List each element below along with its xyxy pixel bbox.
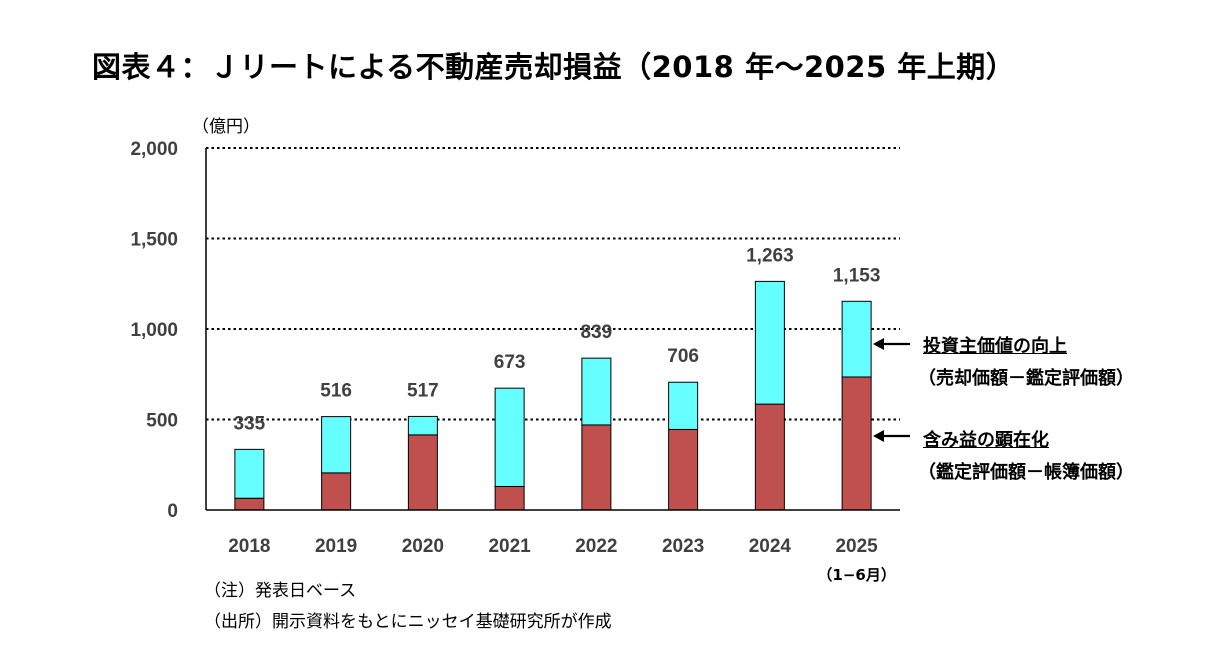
bar-segment	[841, 300, 872, 378]
y-tick-label: 1,500	[130, 230, 178, 251]
bar-segment	[321, 416, 352, 474]
bar-total-label: 1,263	[746, 245, 794, 266]
bar-segment	[668, 381, 699, 430]
bar-segment	[321, 472, 352, 511]
upper-arrow-head	[873, 338, 884, 350]
bar-segment	[841, 376, 872, 511]
note-text: （注）発表日ベース	[204, 581, 357, 601]
chart-title: 図表４：Ｊリートによる不動産売却損益（2018 年～2025 年上期）	[92, 50, 1016, 84]
y-tick-label: 0	[167, 501, 178, 522]
y-tick-label: 1,000	[130, 320, 178, 341]
bar-segment	[407, 415, 438, 436]
bar-total-label: 1,153	[833, 265, 881, 286]
x-tick-label: 2019	[315, 536, 357, 557]
bar-segment	[581, 424, 612, 511]
x-tick-label: 2021	[488, 536, 531, 557]
legend-lower-subtext: （鑑定評価額－帳簿価額）	[918, 462, 1134, 483]
bar-segment	[234, 497, 265, 511]
lower-arrow-head	[873, 430, 884, 442]
bar-segment	[668, 428, 699, 511]
bar-segment	[754, 280, 785, 405]
legend-upper-subtext: （売却価額－鑑定評価額）	[918, 368, 1134, 389]
legend-arrows	[873, 338, 910, 442]
bar-segment	[581, 357, 612, 426]
bars	[234, 280, 872, 511]
x-tick-label: 2018	[228, 536, 270, 557]
legend-upper-heading: 投資主価値の向上	[923, 336, 1067, 357]
y-axis-unit-label: （億円）	[192, 117, 260, 137]
bar-total-label: 706	[667, 346, 699, 367]
y-tick-label: 500	[146, 411, 178, 432]
x-tick-label: 2023	[662, 536, 704, 557]
x-tick-label: 2024	[749, 536, 792, 557]
bar-total-label: 839	[581, 322, 613, 343]
axes	[205, 148, 900, 511]
bar-segment	[754, 403, 785, 511]
data-labels: 335 516 517 673 839 706 1,263 1,153	[234, 245, 881, 434]
x-tick-labels: 2018 2019 2020 2021 2022 2023 2024 2025 （1−6月）	[228, 536, 896, 584]
bar-segment	[494, 485, 525, 511]
y-tick-label: 2,000	[130, 139, 178, 160]
bar-segment	[407, 434, 438, 511]
bar-segment	[494, 387, 525, 487]
bar-segment	[234, 448, 265, 499]
x-tick-label: 2022	[575, 536, 617, 557]
legend-lower-heading: 含み益の顕在化	[923, 430, 1049, 451]
x-tick-label: 2020	[402, 536, 444, 557]
y-tick-labels: 0 500 1,000 1,500 2,000	[130, 139, 178, 522]
grid-lines	[206, 147, 900, 421]
bar-total-label: 517	[407, 380, 439, 401]
bar-total-label: 516	[320, 381, 352, 402]
bar-total-label: 335	[234, 413, 266, 434]
x-tick-label: 2025	[835, 536, 878, 557]
bar-total-label: 673	[494, 352, 526, 373]
x-tick-sublabel: （1−6月）	[817, 566, 895, 584]
source-text: （出所）開示資料をもとにニッセイ基礎研究所が作成	[204, 612, 612, 632]
